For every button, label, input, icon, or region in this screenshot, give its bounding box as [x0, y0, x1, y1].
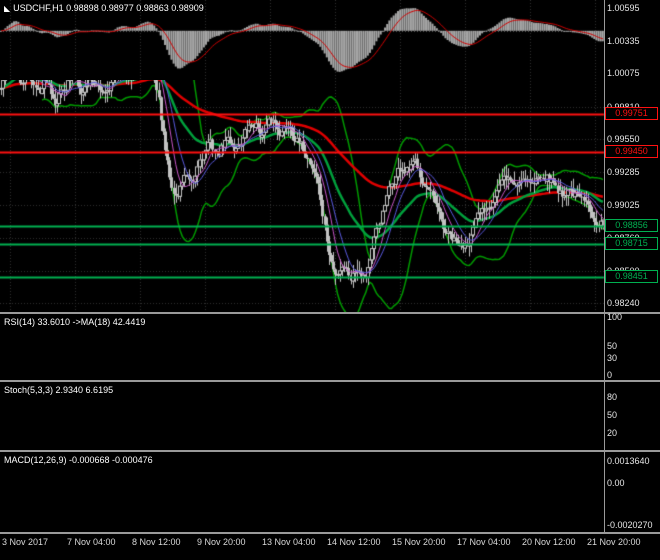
x-axis-tick: 21 Nov 20:00	[587, 537, 641, 547]
x-axis-tick: 8 Nov 12:00	[132, 537, 181, 547]
macd-readout: MACD(12,26,9) -0.000668 -0.000476	[4, 455, 153, 465]
panel-separator[interactable]	[0, 450, 660, 452]
x-axis-tick: 3 Nov 2017	[2, 537, 49, 547]
main-y-axis-tick: 0.99025	[607, 200, 640, 210]
macd-y-axis-tick: 0.0013640	[607, 456, 650, 466]
price-level-label: 0.98451	[605, 270, 658, 283]
main-y-axis-tick: 1.00075	[607, 68, 640, 78]
x-axis-tick: 13 Nov 04:00	[262, 537, 316, 547]
price-axis-divider	[604, 0, 605, 533]
indicator-y-axis-tick: 50	[607, 410, 618, 420]
macd-indicator-canvas[interactable]	[0, 0, 660, 80]
symbol-ohlc-readout: ◣ USDCHF,H1 0.98898 0.98977 0.98863 0.989…	[4, 3, 204, 13]
macd-y-axis-tick: 0.00	[607, 478, 625, 488]
x-axis-tick: 14 Nov 12:00	[327, 537, 381, 547]
indicator-y-axis-tick: 20	[607, 428, 618, 438]
main-y-axis-tick: 0.98240	[607, 298, 640, 308]
indicator-y-axis-tick: 100	[607, 312, 623, 322]
x-axis-tick: 15 Nov 20:00	[392, 537, 446, 547]
main-y-axis-tick: 0.99550	[607, 134, 640, 144]
indicator-y-axis-tick: 0	[607, 370, 613, 380]
x-axis-tick: 17 Nov 04:00	[457, 537, 511, 547]
macd-y-axis-tick: -0.0020270	[607, 520, 653, 530]
price-level-label: 0.98715	[605, 237, 658, 250]
x-axis-tick: 20 Nov 12:00	[522, 537, 576, 547]
indicator-y-axis-tick: 30	[607, 353, 618, 363]
panel-separator[interactable]	[0, 312, 660, 314]
main-y-axis-tick: 1.00335	[607, 36, 640, 46]
chart-shift-marker-icon: ◣	[4, 4, 11, 13]
indicator-y-axis-tick: 80	[607, 392, 618, 402]
price-level-label: 0.99751	[605, 107, 658, 120]
x-axis-tick: 7 Nov 04:00	[67, 537, 116, 547]
panel-separator[interactable]	[0, 380, 660, 382]
main-y-axis-tick: 1.00595	[607, 3, 640, 13]
stoch-readout: Stoch(5,3,3) 2.9340 6.6195	[4, 385, 114, 395]
indicator-y-axis-tick: 50	[607, 341, 618, 351]
price-level-label: 0.98856	[605, 219, 658, 232]
x-axis-tick: 9 Nov 20:00	[197, 537, 246, 547]
main-y-axis-tick: 0.99285	[607, 167, 640, 177]
panel-separator	[0, 532, 660, 534]
symbol-title: USDCHF,H1 0.98898 0.98977 0.98863 0.9890…	[13, 3, 204, 13]
price-level-label: 0.99450	[605, 145, 658, 158]
rsi-readout: RSI(14) 33.6010 ->MA(18) 42.4419	[4, 317, 146, 327]
